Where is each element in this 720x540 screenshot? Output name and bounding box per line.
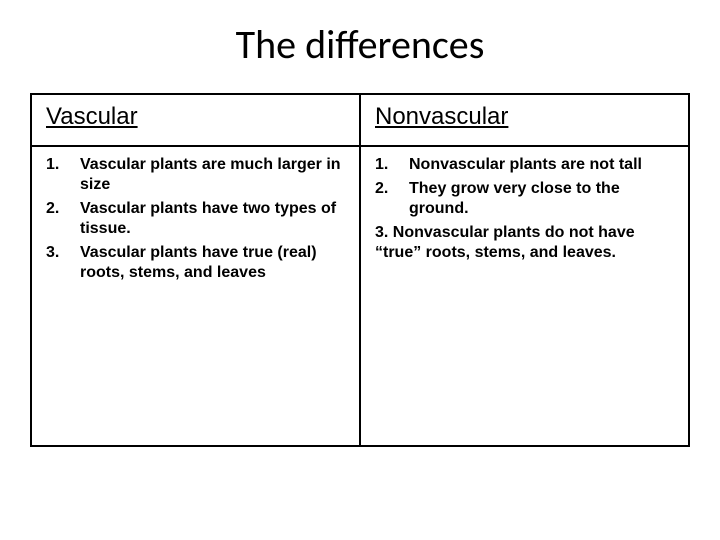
slide: The differences Vascular Nonvascular 1. … bbox=[0, 0, 720, 540]
table-header-row: Vascular Nonvascular bbox=[31, 94, 689, 146]
list-text: Vascular plants are much larger in size bbox=[80, 155, 345, 195]
list-text: They grow very close to the ground. bbox=[409, 179, 674, 219]
list-number: 1. bbox=[46, 155, 80, 195]
body-left: 1. Vascular plants are much larger in si… bbox=[31, 146, 360, 446]
list-item: 2. They grow very close to the ground. bbox=[375, 179, 674, 219]
list-item: 3. Vascular plants have true (real) root… bbox=[46, 243, 345, 283]
list-number: 1. bbox=[375, 155, 409, 175]
header-left: Vascular bbox=[31, 94, 360, 146]
list-item: 2. Vascular plants have two types of tis… bbox=[46, 199, 345, 239]
table-body-row: 1. Vascular plants are much larger in si… bbox=[31, 146, 689, 446]
slide-title: The differences bbox=[30, 20, 690, 69]
list-item: 1. Nonvascular plants are not tall bbox=[375, 155, 674, 175]
list-text: Vascular plants have two types of tissue… bbox=[80, 199, 345, 239]
list-text: Nonvascular plants are not tall bbox=[409, 155, 674, 175]
list-number: 2. bbox=[46, 199, 80, 239]
comparison-table: Vascular Nonvascular 1. Vascular plants … bbox=[30, 93, 690, 447]
list-item: 1. Vascular plants are much larger in si… bbox=[46, 155, 345, 195]
list-paragraph: 3. Nonvascular plants do not have “true”… bbox=[375, 223, 674, 263]
list-text: Vascular plants have true (real) roots, … bbox=[80, 243, 345, 283]
header-right: Nonvascular bbox=[360, 94, 689, 146]
list-number: 3. bbox=[46, 243, 80, 283]
list-number: 2. bbox=[375, 179, 409, 219]
body-right: 1. Nonvascular plants are not tall 2. Th… bbox=[360, 146, 689, 446]
